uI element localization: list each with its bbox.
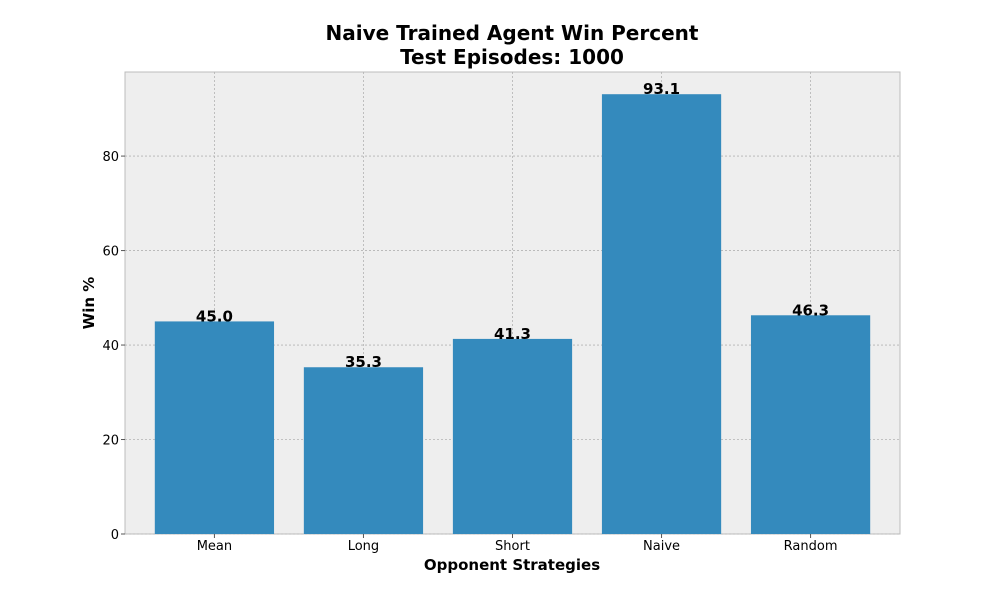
- x-tick-label: Naive: [643, 539, 680, 554]
- y-tick-label: 60: [102, 245, 119, 260]
- bar-value-label: 41.3: [494, 325, 531, 343]
- bar-mean: [154, 321, 275, 534]
- bar-long: [303, 367, 424, 534]
- y-axis-ticks: 0 20 40 60 80: [102, 150, 125, 543]
- y-tick-label: 80: [102, 150, 119, 165]
- x-axis-label: Opponent Strategies: [424, 556, 600, 574]
- x-axis-ticks: Mean Long Short Naive Random: [197, 534, 838, 554]
- chart-title: Naive Trained Agent Win Percent: [326, 21, 699, 45]
- y-tick-label: 0: [111, 528, 119, 543]
- bars: [154, 94, 871, 534]
- x-tick-label: Mean: [197, 539, 232, 554]
- bar-short: [452, 338, 573, 534]
- bar-value-label: 46.3: [792, 301, 829, 319]
- y-axis-label: Win %: [80, 277, 98, 330]
- y-tick-label: 40: [102, 339, 119, 354]
- chart-subtitle: Test Episodes: 1000: [400, 45, 624, 69]
- y-tick-label: 20: [102, 434, 119, 449]
- bar-random: [750, 315, 871, 534]
- bar-value-label: 93.1: [643, 80, 680, 98]
- x-tick-label: Short: [495, 539, 530, 554]
- bar-value-label: 45.0: [196, 307, 233, 325]
- bar-value-labels: 45.0 35.3 41.3 93.1 46.3: [196, 80, 829, 371]
- x-tick-label: Random: [784, 539, 838, 554]
- x-tick-label: Long: [348, 539, 379, 554]
- bar-naive: [601, 94, 722, 534]
- bar-value-label: 35.3: [345, 353, 382, 371]
